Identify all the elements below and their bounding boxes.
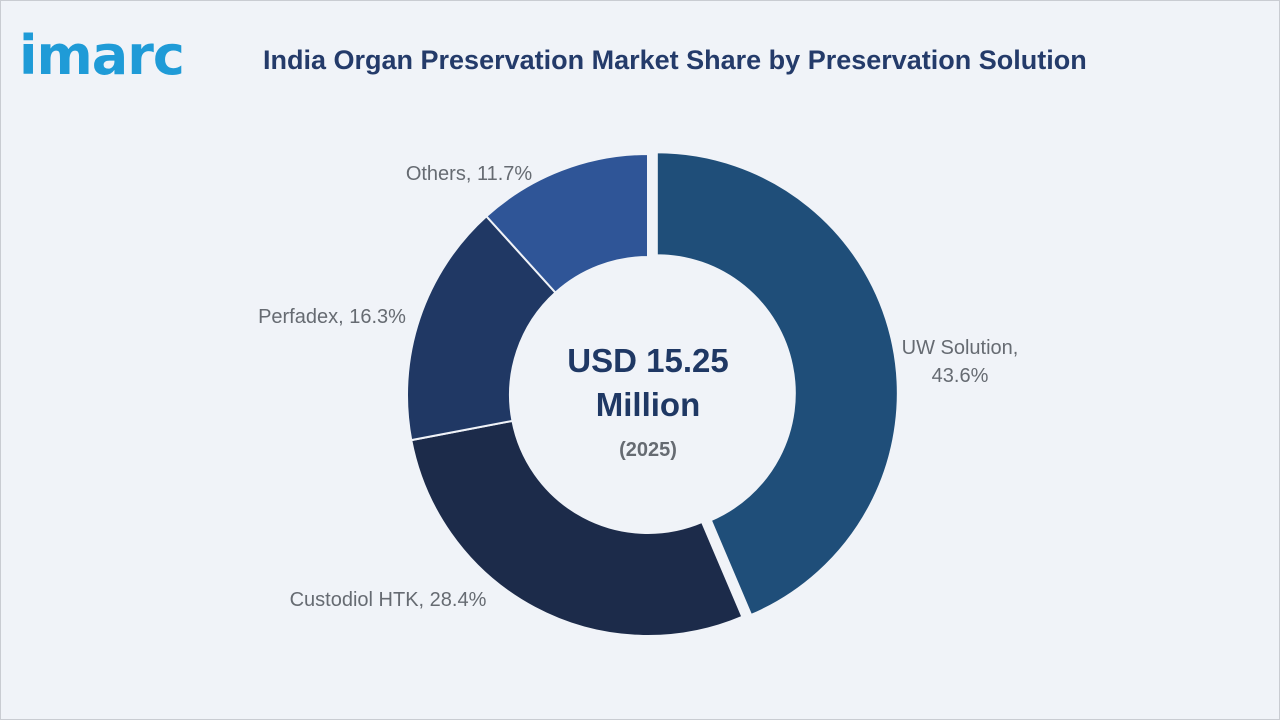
label-perfadex: Perfadex, 16.3% [258, 306, 406, 328]
chart-title: India Organ Preservation Market Share by… [263, 45, 1087, 75]
label-custodiol-htk: Custodiol HTK, 28.4% [290, 589, 487, 611]
slice-labels-group: UW Solution, 43.6% Custodiol HTK, 28.4% … [258, 163, 1018, 611]
label-others: Others, 11.7% [406, 163, 533, 185]
slice-uw-solution [655, 151, 899, 617]
center-year: (2025) [619, 439, 677, 461]
slice-custodiol-htk [410, 419, 744, 637]
imarc-logo: imarc [19, 24, 185, 87]
slices-group [406, 151, 899, 637]
slice-perfadex [406, 214, 557, 442]
slice-others [484, 152, 649, 295]
label-uw-solution-value: 43.6% [932, 365, 989, 387]
label-uw-solution-name: UW Solution, [902, 337, 1019, 359]
center-value-line2: Million [596, 386, 700, 423]
center-value-line1: USD 15.25 [567, 342, 728, 379]
